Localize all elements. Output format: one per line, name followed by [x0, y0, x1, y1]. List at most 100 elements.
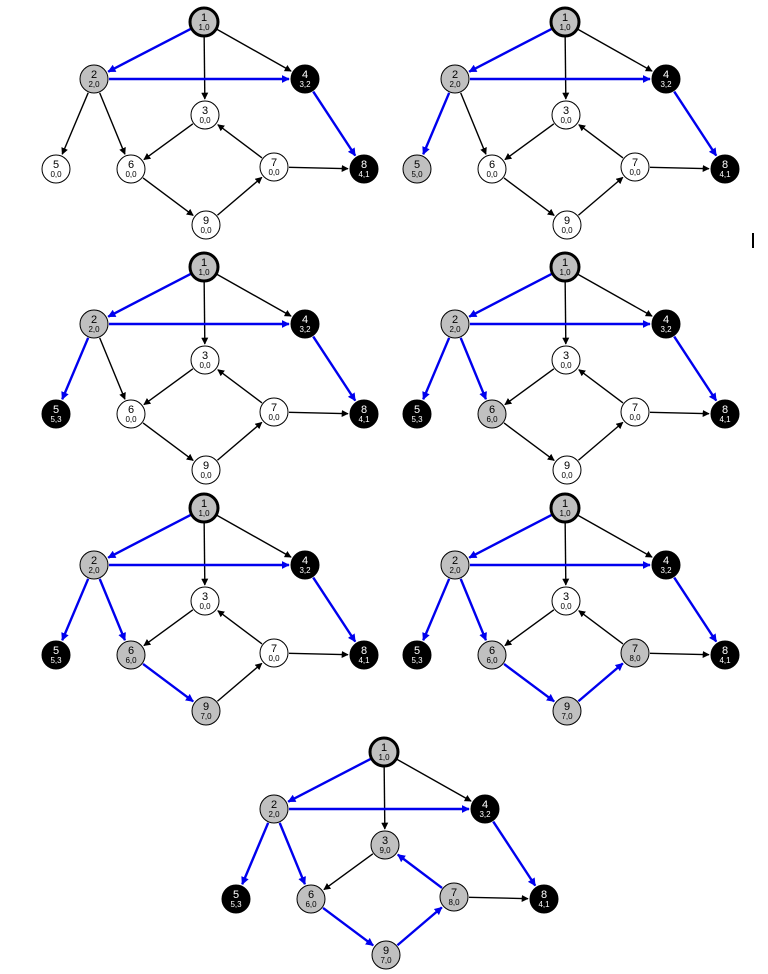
node-7-times: 0,0	[268, 168, 280, 177]
edge-3-6	[143, 368, 194, 406]
node-8: 84,1	[349, 154, 379, 184]
node-9-times: 0,0	[561, 471, 573, 480]
node-2-circle	[440, 309, 470, 339]
edge-7-8	[468, 895, 529, 903]
node-2: 22,0	[440, 64, 470, 94]
edge-1-4	[577, 514, 653, 558]
node-7-times: 0,0	[268, 654, 280, 663]
node-5-label: 5	[53, 645, 59, 657]
node-4-circle	[290, 64, 320, 94]
edge-1-3	[201, 522, 209, 586]
node-8-times: 4,1	[538, 900, 550, 909]
node-2-circle	[79, 550, 109, 580]
node-9-circle	[191, 455, 221, 485]
node-3: 30,0	[551, 586, 581, 616]
node-4-circle	[651, 64, 681, 94]
edge-1-3	[201, 281, 209, 345]
node-1: 11,0	[549, 492, 581, 524]
edge-7-8	[649, 410, 710, 418]
node-4-times: 3,2	[479, 810, 491, 819]
edge-1-4	[577, 28, 653, 72]
node-8-label: 8	[722, 404, 728, 416]
node-6-circle	[296, 884, 326, 914]
node-2-circle	[440, 64, 470, 94]
node-4-times: 3,2	[660, 80, 672, 89]
node-2-circle	[440, 550, 470, 580]
node-2-times: 2,0	[268, 810, 280, 819]
tree-edge-1-2	[468, 27, 553, 73]
node-4-label: 4	[302, 555, 308, 567]
edge-6-9	[142, 177, 194, 216]
tree-edge-2-5	[422, 337, 451, 400]
node-5: 55,3	[402, 640, 432, 670]
node-3-label: 3	[382, 835, 388, 847]
node-8: 84,1	[710, 399, 740, 429]
node-5-times: 0,0	[50, 170, 62, 179]
node-2-circle	[259, 794, 289, 824]
tree-edge-6-9	[142, 663, 194, 703]
tree-edge-4-8	[492, 820, 537, 887]
node-5-circle	[402, 640, 432, 670]
edge-2-6	[99, 337, 126, 400]
node-2: 22,0	[79, 64, 109, 94]
tree-edge-2-6	[459, 578, 488, 641]
tree-edge-1-2	[107, 27, 192, 73]
node-6-times: 0,0	[125, 170, 137, 179]
node-1-label: 1	[381, 742, 387, 754]
node-6-times: 6,0	[486, 415, 498, 424]
node-5-label: 5	[414, 159, 420, 171]
node-5-circle	[41, 640, 71, 670]
tree-edge-1-2	[468, 513, 553, 559]
node-1-circle	[188, 251, 220, 283]
node-7-times: 0,0	[629, 413, 641, 422]
node-9-times: 7,0	[561, 712, 573, 721]
edge-6-9	[142, 422, 194, 461]
node-8-times: 4,1	[358, 170, 370, 179]
node-3-label: 3	[202, 350, 208, 362]
node-3: 30,0	[190, 345, 220, 375]
node-3-circle	[190, 100, 220, 130]
node-9-label: 9	[203, 460, 209, 472]
node-5-circle	[41, 399, 71, 429]
node-8-circle	[349, 154, 379, 184]
edge-3-6	[504, 609, 555, 647]
edge-9-7	[216, 421, 263, 461]
edge-6-9	[503, 177, 555, 216]
node-2: 22,0	[79, 550, 109, 580]
edge-9-7	[216, 176, 263, 216]
node-4-label: 4	[482, 799, 488, 811]
node-9-label: 9	[564, 460, 570, 472]
node-7: 70,0	[259, 638, 289, 668]
node-4: 43,2	[651, 550, 681, 580]
node-6-label: 6	[489, 159, 495, 171]
node-1-times: 1,0	[559, 23, 571, 32]
node-1-times: 1,0	[559, 509, 571, 518]
node-4-times: 3,2	[299, 80, 311, 89]
edge-7-3	[217, 610, 263, 645]
node-6: 60,0	[116, 154, 146, 184]
node-7-circle	[439, 882, 469, 912]
node-5-circle	[221, 884, 251, 914]
node-1-circle	[549, 492, 581, 524]
node-9-circle	[552, 210, 582, 240]
node-9-label: 9	[203, 215, 209, 227]
node-7: 70,0	[620, 397, 650, 427]
node-1-times: 1,0	[378, 753, 390, 762]
node-1-times: 1,0	[198, 268, 210, 277]
node-5: 55,0	[402, 154, 432, 184]
node-5-label: 5	[414, 404, 420, 416]
node-6-times: 0,0	[486, 170, 498, 179]
node-3: 30,0	[190, 100, 220, 130]
tree-edge-1-2	[107, 513, 192, 559]
edge-1-3	[381, 766, 389, 830]
node-4-circle	[651, 550, 681, 580]
node-4: 43,2	[290, 309, 320, 339]
node-9: 90,0	[191, 455, 221, 485]
node-3-times: 0,0	[199, 361, 211, 370]
node-2-times: 2,0	[449, 566, 461, 575]
node-8: 84,1	[349, 640, 379, 670]
node-7-times: 8,0	[629, 654, 641, 663]
tree-edge-2-6	[459, 337, 488, 400]
node-1: 11,0	[368, 736, 400, 768]
node-7-times: 8,0	[448, 898, 460, 907]
